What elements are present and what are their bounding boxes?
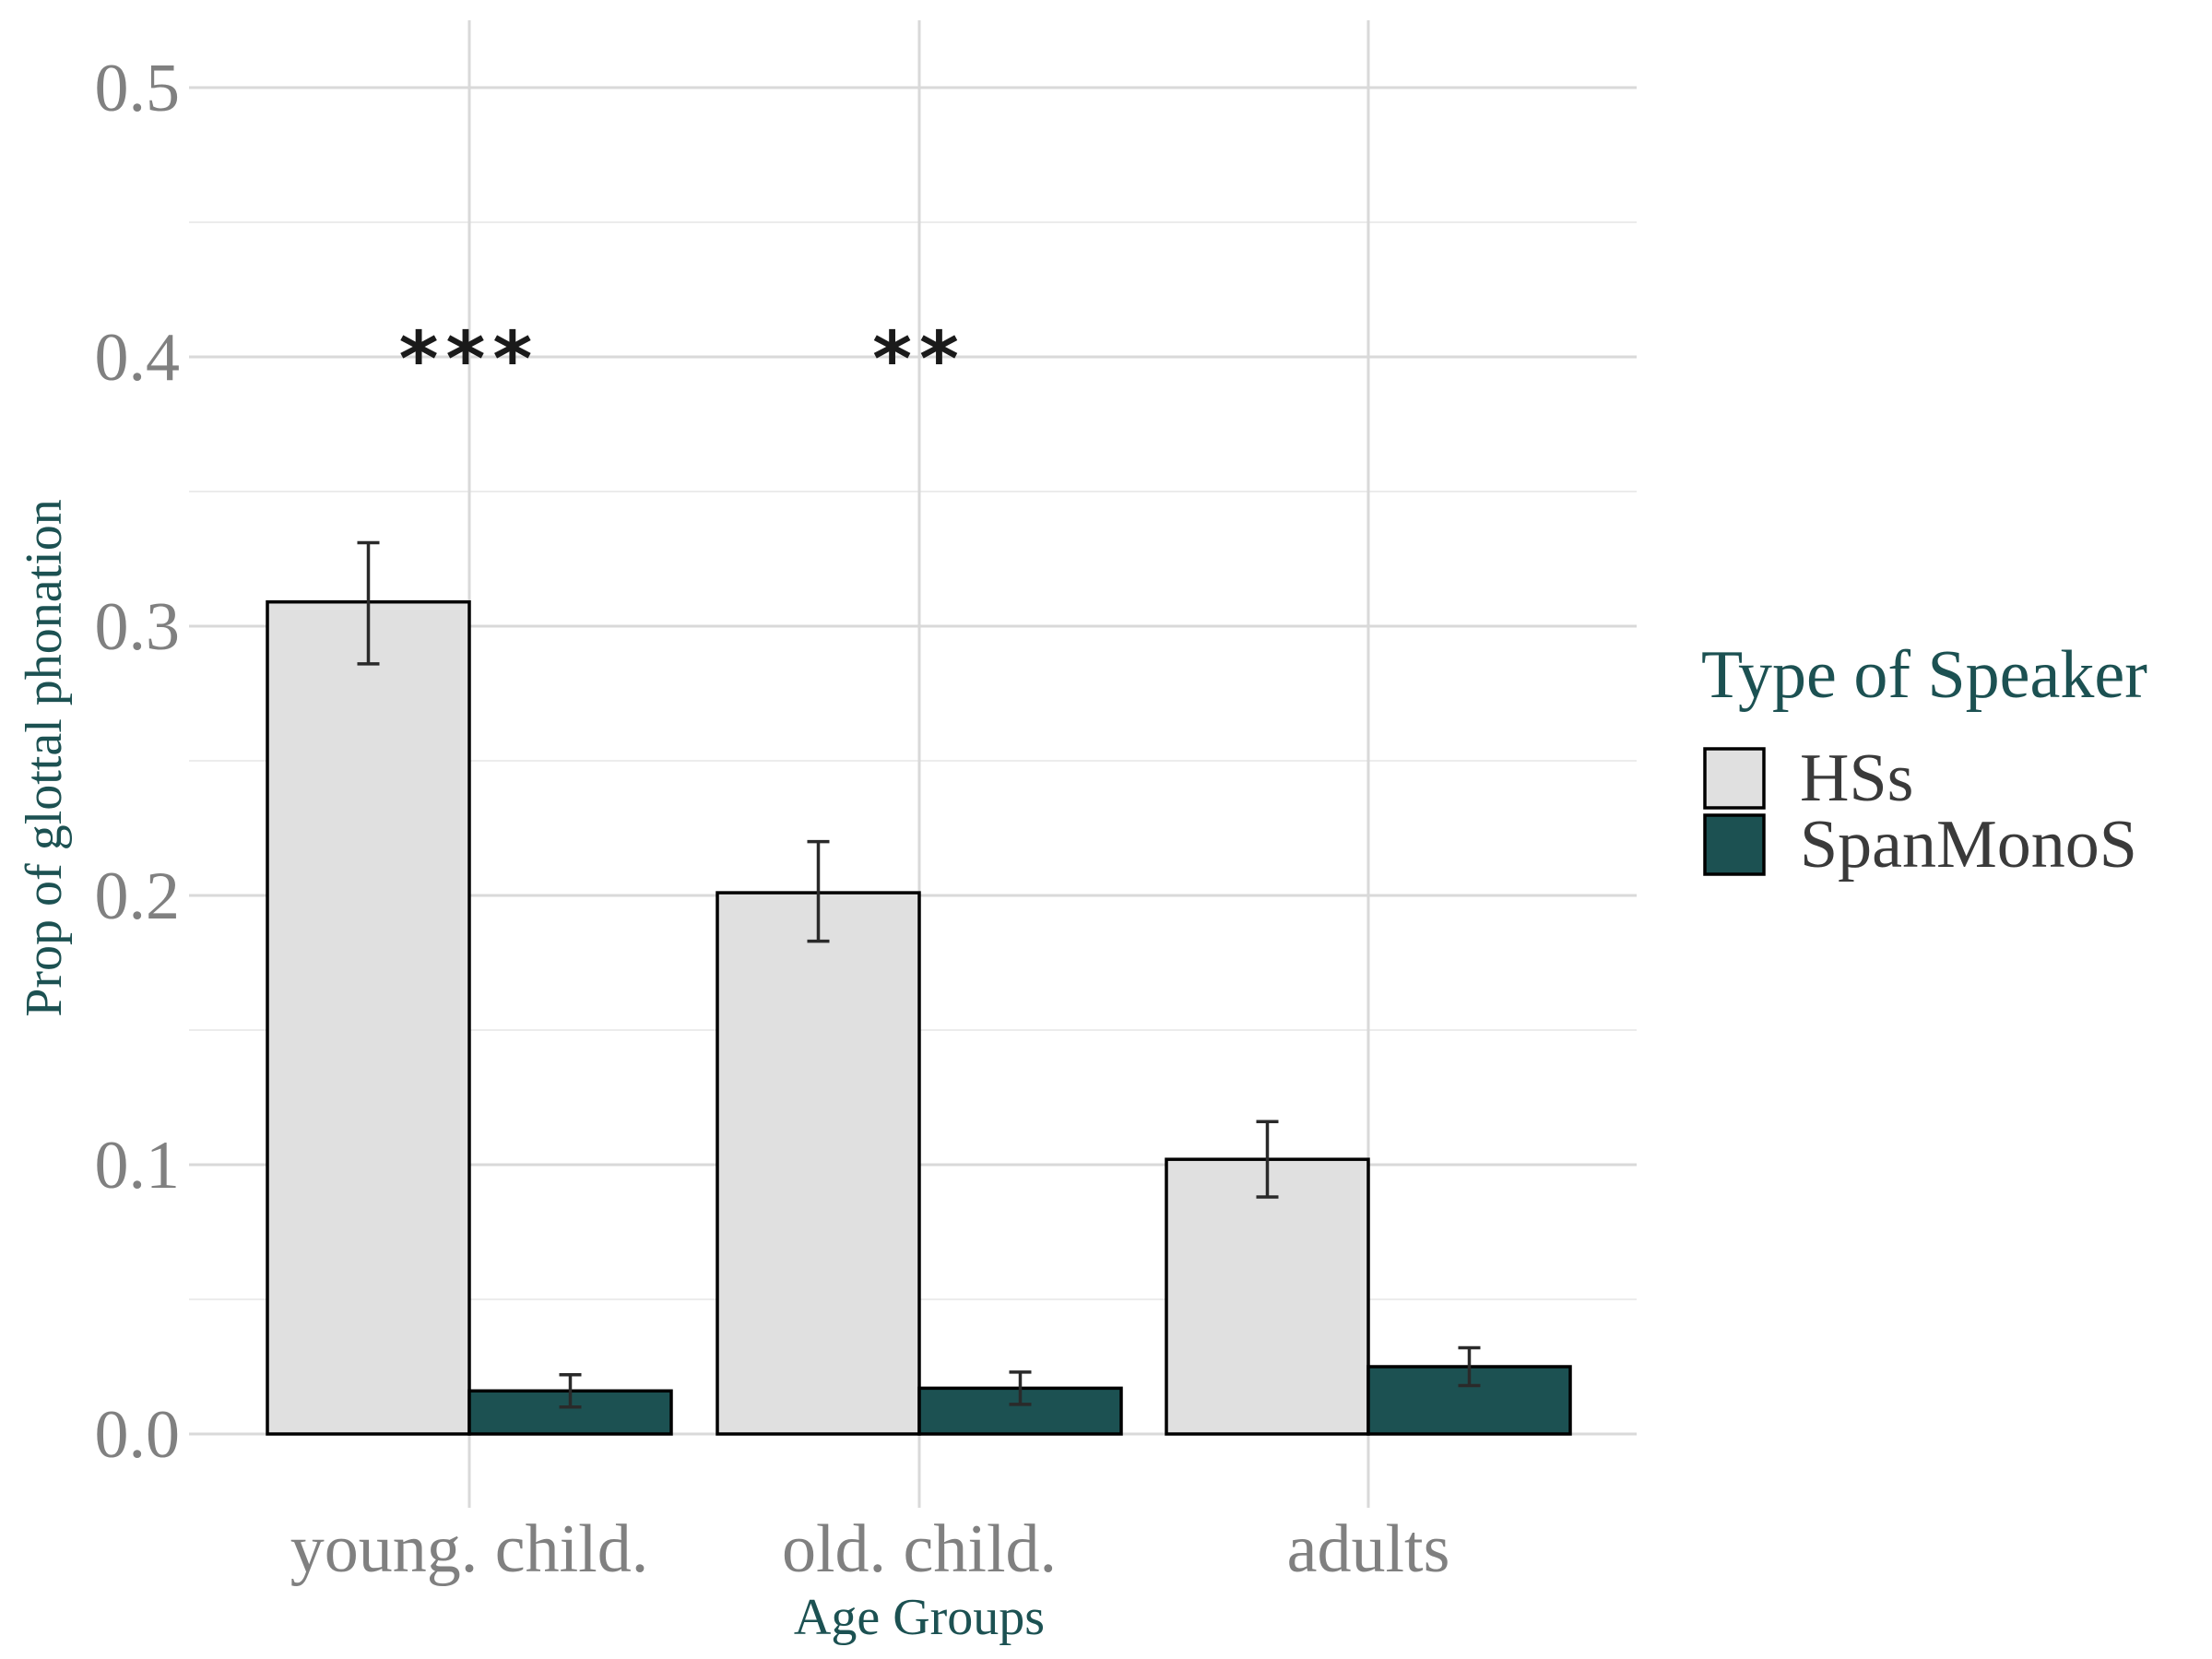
y-axis-title: Prop of glottal phonation <box>16 499 73 1017</box>
x-axis-title: Age Groups <box>794 1589 1045 1646</box>
error-bar <box>807 839 830 943</box>
y-axis-tick-labels: 0.0 0.1 0.2 0.3 0.4 0.5 <box>95 51 181 1473</box>
y-tick-label: 0.5 <box>95 51 181 126</box>
x-tick-label: adults <box>1287 1511 1450 1587</box>
legend-key-hss <box>1703 747 1766 810</box>
legend-label: HSs <box>1800 741 1913 816</box>
error-bar <box>1256 1120 1279 1199</box>
error-bar <box>357 540 380 666</box>
error-bar <box>559 1373 582 1409</box>
bars <box>266 599 1572 1436</box>
error-bar <box>1009 1370 1032 1406</box>
x-tick-label: old. child. <box>782 1511 1057 1587</box>
y-tick-label: 0.1 <box>95 1128 181 1203</box>
x-axis-tick-labels: young. child. old. child. adults <box>290 1511 1450 1587</box>
legend-title: Type of Speaker <box>1701 637 2147 713</box>
y-tick-label: 0.0 <box>95 1397 181 1473</box>
legend-label: SpanMonoS <box>1800 807 2137 883</box>
bar-hss-0 <box>266 599 471 1436</box>
y-tick-label: 0.3 <box>95 589 181 665</box>
bar-hss-1 <box>716 891 921 1436</box>
error-bar <box>1458 1345 1481 1388</box>
significance-markers: *** ** <box>399 316 966 404</box>
error-bars <box>357 540 1481 1409</box>
significance-marker: *** <box>399 316 540 404</box>
legend-key-spanmonos <box>1703 813 1766 876</box>
y-tick-label: 0.4 <box>95 320 181 396</box>
y-tick-label: 0.2 <box>95 859 181 934</box>
x-tick-label: young. child. <box>290 1511 648 1587</box>
bar-hss-2 <box>1165 1157 1370 1436</box>
significance-marker: ** <box>872 316 966 404</box>
